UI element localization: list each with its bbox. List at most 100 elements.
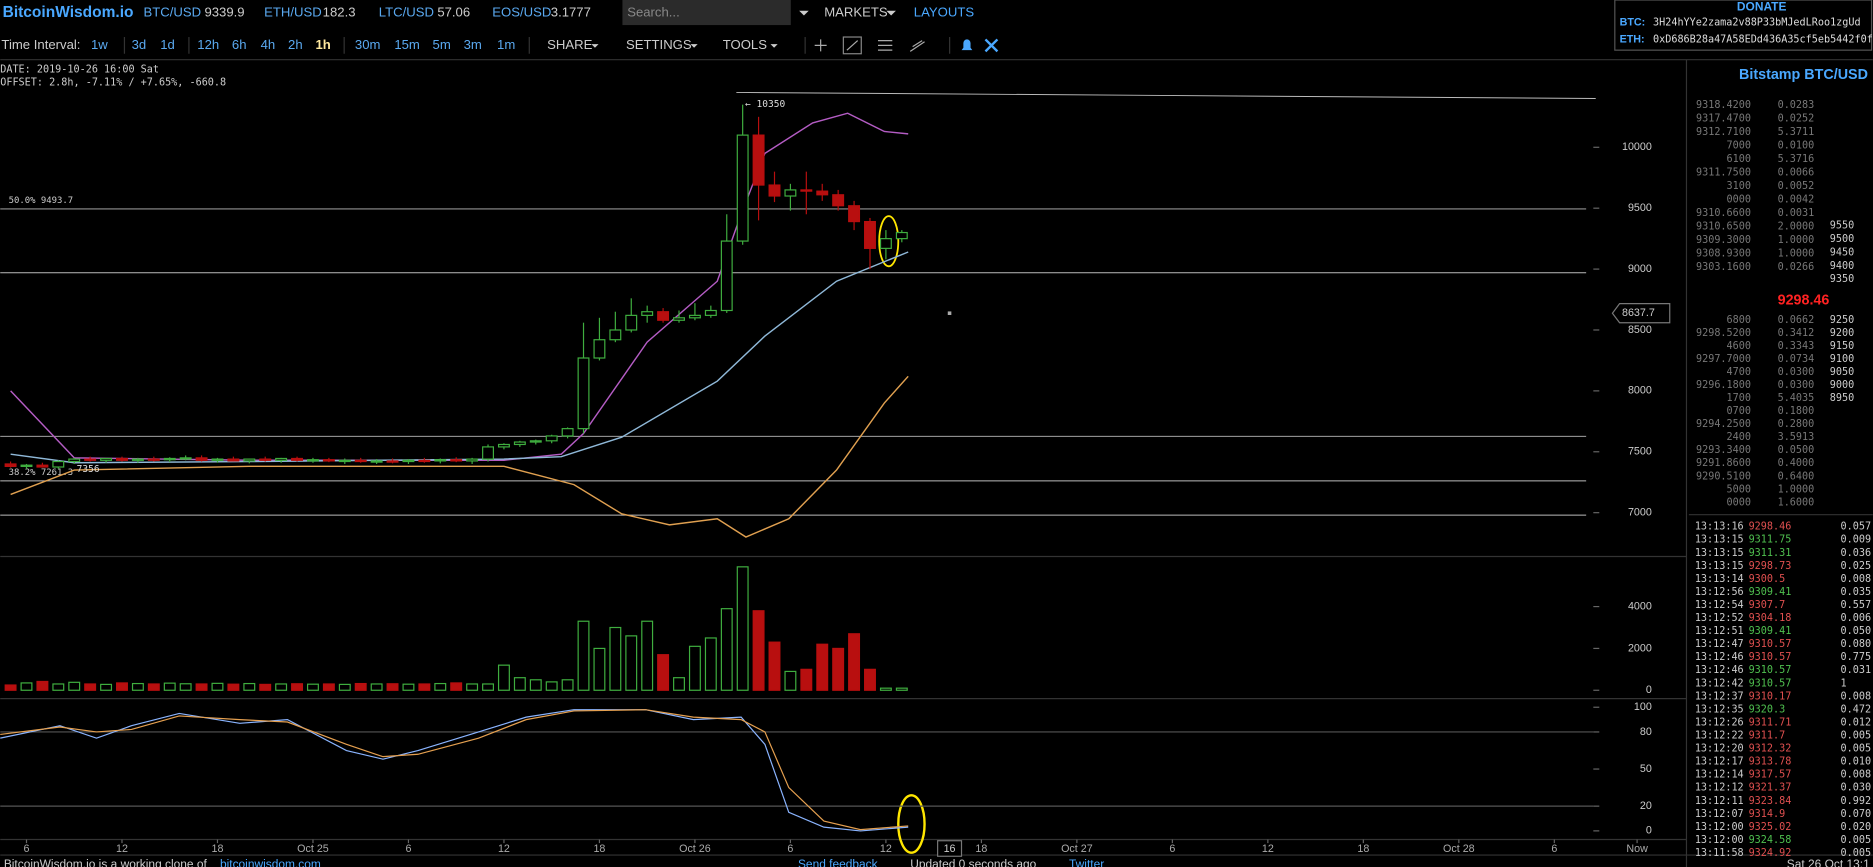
volume-bar xyxy=(434,682,447,691)
trade-price: 9321.37 xyxy=(1749,783,1792,794)
depth-scale: 9150 xyxy=(1830,341,1854,352)
volume-bar xyxy=(68,681,81,691)
candle-body xyxy=(275,457,288,461)
interval-button[interactable]: 2h xyxy=(288,37,303,52)
footer-time: Sat 26 Oct 13:1 xyxy=(1787,857,1870,867)
volume-bar xyxy=(116,682,128,691)
volume-bar xyxy=(895,687,908,691)
trade-price: 9313.78 xyxy=(1749,757,1792,768)
trade-time: 13:12:35 xyxy=(1695,704,1744,715)
depth-scale: 9100 xyxy=(1830,354,1854,365)
trade-time: 13:12:26 xyxy=(1695,717,1744,728)
ask-price: 9303.1600 xyxy=(1696,262,1751,273)
trade-time: 13:12:11 xyxy=(1695,796,1744,807)
depth-scale: 9400 xyxy=(1830,261,1854,272)
ticker-name[interactable]: BTC/USD xyxy=(144,5,202,20)
trade-time: 13:13:15 xyxy=(1695,535,1744,546)
ask-price: 9311.7500 xyxy=(1696,168,1751,179)
logo[interactable]: BitcoinWisdom.io xyxy=(3,4,134,21)
fib-tool[interactable] xyxy=(877,40,893,51)
trade-time: 13:12:00 xyxy=(1695,822,1744,833)
ticker-name[interactable]: ETH/USD xyxy=(264,5,322,20)
candle-body xyxy=(848,205,861,223)
candle-body xyxy=(131,458,144,461)
x-tick-label: 6 xyxy=(405,843,411,855)
twitter-link[interactable]: Twitter xyxy=(1069,857,1104,867)
candle-body xyxy=(657,311,670,321)
line-tool[interactable] xyxy=(842,36,862,55)
volume-bar xyxy=(673,677,685,691)
ask-amount: 0.0031 xyxy=(1778,208,1815,219)
x-tick-label: 12 xyxy=(1262,843,1274,855)
bid-price: 9298.5200 xyxy=(1696,328,1751,339)
layouts-menu[interactable]: LAYOUTS xyxy=(914,5,975,20)
ticker-name[interactable]: LTC/USD xyxy=(379,5,434,20)
alert-icon[interactable] xyxy=(961,39,973,51)
crosshair-y-label: 8637.7 xyxy=(1622,307,1655,319)
feedback-link[interactable]: Send feedback xyxy=(798,857,878,867)
interval-button[interactable]: 6h xyxy=(232,37,247,52)
interval-button[interactable]: 3m xyxy=(464,37,482,52)
volume-bar xyxy=(625,635,638,691)
crosshair-y-box xyxy=(1611,303,1671,324)
volume-bar xyxy=(211,682,224,691)
bid-price: 4700 xyxy=(1727,367,1751,378)
y-tick-label: 10000 xyxy=(1622,141,1652,153)
oscillator-line xyxy=(0,709,909,831)
interval-button[interactable]: 30m xyxy=(355,37,381,52)
volume-bar xyxy=(386,683,399,691)
fullscreen-icon[interactable] xyxy=(984,38,999,53)
tools-menu[interactable]: TOOLS xyxy=(723,37,767,52)
bid-price: 6800 xyxy=(1727,315,1751,326)
crosshair-tool[interactable] xyxy=(814,39,827,52)
interval-button[interactable]: 3d xyxy=(132,37,147,52)
interval-button[interactable]: 12h xyxy=(197,37,219,52)
x-tick-label: Oct 28 xyxy=(1443,843,1475,855)
interval-button[interactable]: 5m xyxy=(433,37,451,52)
x-tick-label: Now xyxy=(1626,843,1648,855)
crosshair-point xyxy=(947,311,952,316)
volume-bar xyxy=(879,687,892,691)
interval-button[interactable]: 1d xyxy=(160,37,175,52)
draw-tools[interactable] xyxy=(814,36,925,55)
y-tick-label: 80 xyxy=(1640,726,1652,738)
ask-amount: 5.3716 xyxy=(1778,154,1815,165)
trade-amount: 0.010 xyxy=(1841,757,1872,768)
footer-link[interactable]: bitcoinwisdom.com xyxy=(220,857,321,867)
trade-price: 9298.73 xyxy=(1749,561,1792,572)
interval-button[interactable]: 15m xyxy=(394,37,420,52)
interval-button[interactable]: 1m xyxy=(497,37,515,52)
share-menu[interactable]: SHARE xyxy=(547,37,592,52)
x-tick-label: 18 xyxy=(593,843,605,855)
interval-button[interactable]: 1h xyxy=(316,37,331,52)
bid-price: 9291.8600 xyxy=(1696,458,1751,469)
ticker-name[interactable]: EOS/USD xyxy=(492,5,551,20)
settings-menu[interactable]: SETTINGS xyxy=(626,37,692,52)
channel-tool[interactable] xyxy=(909,40,925,52)
x-tick-label: 6 xyxy=(787,843,793,855)
search-box[interactable] xyxy=(622,0,791,26)
volume-bar xyxy=(688,645,701,691)
candle-body xyxy=(211,458,224,461)
search-placeholder[interactable]: Search... xyxy=(627,5,680,20)
y-tick-label: 100 xyxy=(1634,701,1652,713)
bid-amount: 0.0662 xyxy=(1778,315,1815,326)
volume-bar xyxy=(848,633,861,691)
bid-amount: 0.3343 xyxy=(1778,341,1815,352)
ask-amount: 1.0000 xyxy=(1778,249,1815,260)
trade-price: 9310.57 xyxy=(1749,652,1792,663)
ask-price: 9312.7100 xyxy=(1696,127,1751,138)
interval-button[interactable]: 1w xyxy=(91,37,108,52)
x-tick-label: Oct 26 xyxy=(679,843,711,855)
depth-scale: 8950 xyxy=(1830,393,1854,404)
price-annotation: ← 10350 xyxy=(745,99,785,110)
trade-time: 13:12:42 xyxy=(1695,678,1744,689)
trade-time: 13:12:12 xyxy=(1695,783,1744,794)
ask-price: 0000 xyxy=(1727,195,1751,206)
search-arrow[interactable] xyxy=(799,10,809,16)
trade-time: 13:12:07 xyxy=(1695,809,1744,820)
volume-bar xyxy=(36,680,49,691)
interval-button[interactable]: 4h xyxy=(261,37,276,52)
trade-amount: 0.472 xyxy=(1841,704,1872,715)
markets-menu[interactable]: MARKETS xyxy=(824,5,888,20)
